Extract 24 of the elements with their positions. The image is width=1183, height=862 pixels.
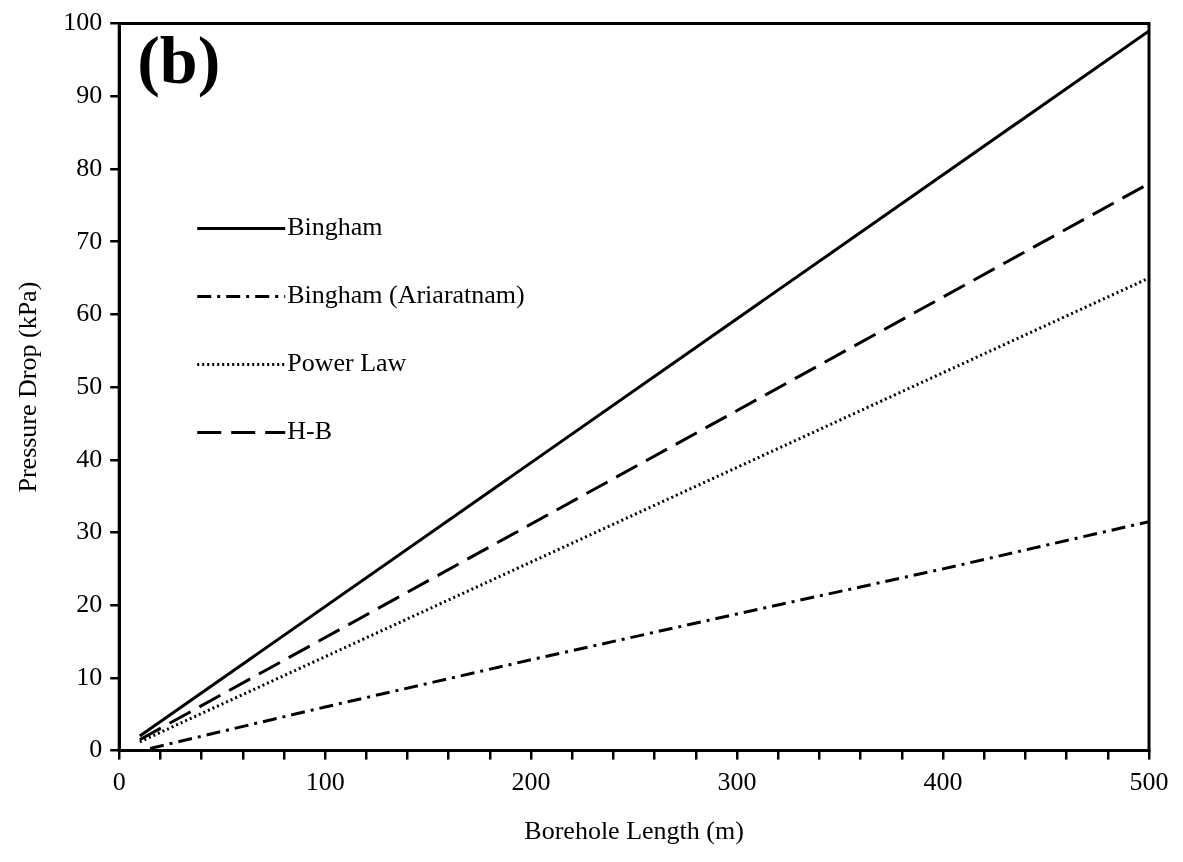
x-tick-label: 300	[717, 767, 757, 797]
y-tick-label: 90	[76, 80, 103, 110]
x-tick-label: 0	[112, 767, 126, 797]
x-tick-label: 200	[511, 767, 551, 797]
annotation: (b)	[137, 22, 221, 99]
y-tick-label: 70	[76, 225, 103, 255]
x-axis-title: Borehole Length (m)	[524, 816, 744, 846]
x-tick-label: 500	[1129, 767, 1169, 797]
legend-label: Power Law	[287, 348, 407, 378]
legend-label: Bingham	[287, 212, 383, 242]
legend-label: Bingham (Ariaratnam)	[287, 280, 525, 310]
y-tick-label: 20	[76, 589, 103, 619]
y-axis-title: Pressure Drop (kPa)	[13, 281, 43, 493]
y-tick-label: 80	[76, 152, 103, 182]
x-tick-label: 400	[923, 767, 963, 797]
y-tick-label: 40	[76, 443, 103, 473]
y-tick-label: 50	[76, 370, 103, 400]
y-tick-label: 60	[76, 298, 103, 328]
y-tick-label: 100	[63, 7, 103, 37]
y-tick-label: 10	[76, 661, 103, 691]
x-tick-label: 100	[305, 767, 345, 797]
y-tick-label: 30	[76, 516, 103, 546]
y-tick-label: 0	[89, 734, 103, 764]
legend-label: H-B	[287, 416, 332, 446]
